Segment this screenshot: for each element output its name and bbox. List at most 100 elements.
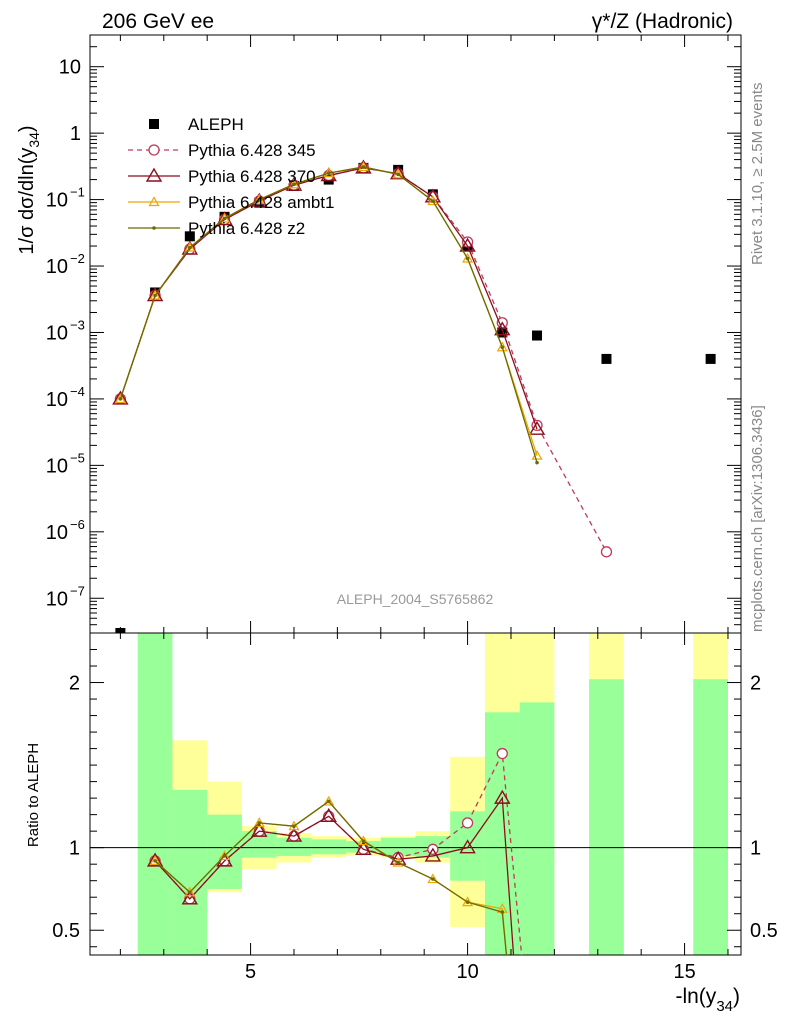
main-point	[118, 397, 123, 401]
ratio-point	[424, 847, 442, 862]
main-point	[600, 546, 613, 558]
main-y-tick-label: 10	[46, 256, 68, 278]
ratio-point	[222, 854, 227, 858]
main-point	[496, 341, 508, 352]
main-point	[601, 353, 612, 364]
legend-label-2: Pythia 6.428 370	[188, 167, 316, 186]
ratio-point	[149, 855, 161, 865]
mcplots-label: mcplots.cern.ch [arXiv:1306.3436]	[749, 405, 766, 632]
main-y-axis-label-main: 1/σ dσ/dln(y	[16, 148, 38, 255]
ratio-point	[361, 839, 366, 843]
band-inner-11	[519, 702, 555, 955]
ratio-point	[355, 840, 372, 856]
main-point	[528, 420, 546, 435]
x-axis-label: -ln(y34)	[675, 985, 740, 1015]
main-y-tick-label: 10	[46, 455, 68, 477]
main-point	[115, 628, 126, 633]
main-point	[500, 345, 505, 350]
band-inner-4	[276, 837, 312, 856]
main-point	[285, 176, 303, 191]
main-y-tick-label: 10	[46, 190, 68, 212]
ratio-point	[494, 789, 511, 804]
ratio-point	[462, 896, 474, 907]
main-point	[292, 182, 296, 187]
main-point	[357, 161, 369, 172]
main-y-tick-label: 10	[46, 522, 68, 544]
main-y-tick-label: 10	[59, 57, 81, 79]
legend-label-0: ALEPH	[188, 115, 244, 134]
main-point	[184, 231, 195, 242]
main-y-axis-label-close: )	[16, 125, 38, 132]
x-tick-label: 15	[673, 961, 695, 983]
ratio-point	[257, 821, 262, 825]
ratio-point	[465, 900, 470, 904]
main-y-axis-label: 1/σ dσ/dln(y34)	[16, 125, 42, 254]
ratio-point	[357, 835, 369, 846]
ratio-point	[292, 824, 296, 828]
x-axis-label-main: -ln(y	[675, 985, 716, 1008]
main-y-tick-label: 10	[46, 588, 68, 610]
main-point	[361, 165, 366, 169]
ratio-point	[219, 850, 231, 861]
main-point	[114, 393, 126, 404]
ratio-point	[323, 795, 335, 806]
main-point	[216, 211, 233, 226]
ratio-y-axis-label: Ratio to ALEPH	[25, 743, 42, 847]
main-point	[188, 245, 192, 250]
band-inner-5	[311, 839, 347, 855]
band-inner-1	[172, 789, 208, 955]
x-axis-label-sub: 34	[716, 998, 733, 1015]
legend-label-4: Pythia 6.428 z2	[188, 219, 305, 238]
main-point	[251, 192, 268, 207]
main-point	[497, 327, 508, 338]
main-point	[427, 195, 439, 206]
band-inner-0	[137, 633, 173, 955]
ratio-y-tick-label-right: 0.5	[750, 920, 778, 942]
main-y-tick-label: 10	[46, 322, 68, 344]
ratio-y-tick-label: 1	[69, 838, 80, 860]
ratio-plot-frame	[89, 632, 742, 956]
main-y-tick-label: 10	[46, 389, 68, 411]
header-right: γ*/Z (Hadronic)	[592, 10, 733, 33]
legend-marker-1	[148, 144, 160, 156]
main-y-tick-exponent: −1	[70, 185, 85, 200]
band-inner-7	[380, 837, 416, 856]
main-point	[112, 390, 129, 405]
main-point	[389, 165, 407, 180]
main-point	[184, 241, 196, 252]
legend-marker-3	[148, 196, 160, 207]
ratio-point	[461, 817, 474, 829]
ratio-y-tick-label: 2	[69, 673, 80, 695]
ratio-point	[251, 822, 268, 837]
main-y-tick-exponent: −6	[70, 517, 85, 532]
main-y-tick-exponent: −2	[70, 251, 85, 266]
legend-marker-4	[152, 226, 156, 230]
watermark: ALEPH_2004_S5765862	[337, 591, 494, 607]
ratio-point	[153, 859, 157, 863]
main-y-tick-exponent: −7	[70, 583, 85, 598]
legend: ALEPH Pythia 6.428 345 Pythia 6.428 370 Pyt…	[128, 115, 334, 238]
main-point	[257, 197, 262, 202]
main-point	[431, 199, 435, 203]
uncertainty-bands	[137, 633, 728, 955]
legend-marker-2	[145, 167, 163, 182]
main-y-tick-exponent: −5	[70, 450, 85, 465]
band-inner-13	[693, 679, 728, 955]
ratio-y-tick-label: 0.5	[52, 920, 80, 942]
x-tick-label: 10	[456, 961, 478, 983]
ratio-line-1	[154, 796, 515, 955]
main-plot-series	[112, 159, 716, 633]
ratio-point	[431, 877, 435, 881]
ratio-point	[500, 910, 505, 914]
ratio-point	[396, 860, 400, 865]
ratio-point	[184, 886, 196, 897]
main-y-axis-label-sub: 34	[26, 132, 42, 148]
main-y-tick-exponent: −3	[70, 317, 85, 332]
ratio-point	[285, 827, 303, 842]
main-point	[535, 460, 539, 465]
main-point	[494, 321, 511, 336]
band-inner-12	[589, 679, 624, 955]
x-axis-label-close: )	[733, 985, 740, 1008]
